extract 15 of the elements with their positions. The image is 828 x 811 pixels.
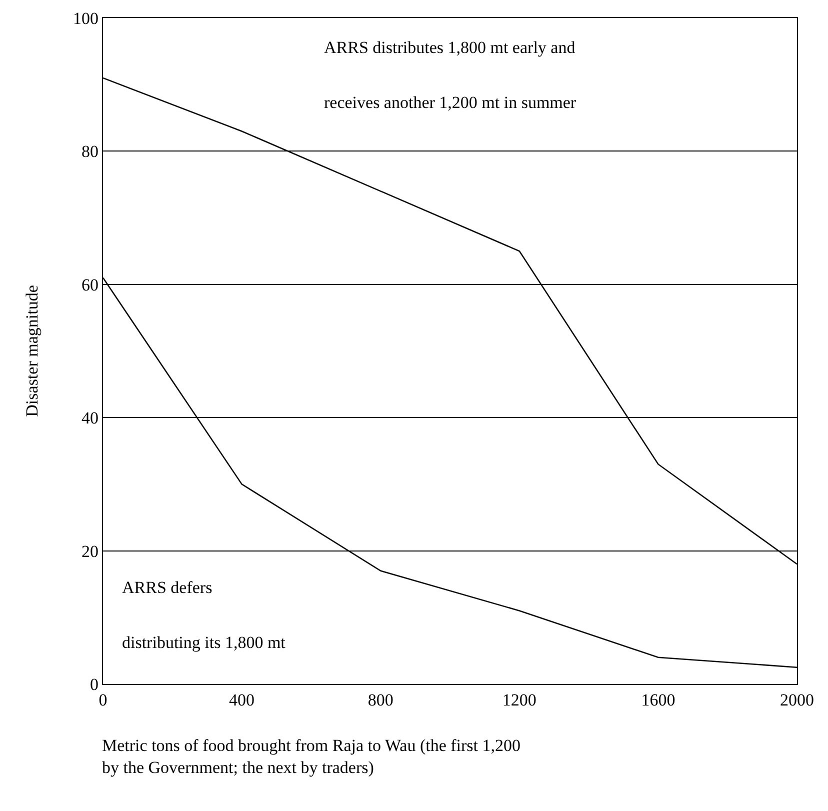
y-tick-label: 40 xyxy=(81,408,98,428)
text: ARRS defers distributing its 1,800 mt xyxy=(122,578,286,652)
x-tick-label: 400 xyxy=(229,690,255,710)
text: ARRS distributes 1,800 mt early and receives another 1,200 mt in summer xyxy=(324,38,576,112)
y-axis-title: Disaster magnitude xyxy=(22,285,42,417)
x-tick-label: 1200 xyxy=(502,690,536,710)
x-tick-label: 800 xyxy=(368,690,394,710)
y-tick-label: 80 xyxy=(81,142,98,162)
y-tick-label: 100 xyxy=(72,8,98,28)
x-tick-label: 2000 xyxy=(780,690,814,710)
x-axis-title: Metric tons of food brought from Raja to Wau (the first 1,200 by the Government; the next by traders) xyxy=(102,736,521,778)
y-tick-label: 60 xyxy=(81,275,98,294)
x-tick-label: 1600 xyxy=(641,690,676,710)
y-tick-label: 0 xyxy=(90,674,98,694)
y-tick-label: 20 xyxy=(81,542,98,561)
